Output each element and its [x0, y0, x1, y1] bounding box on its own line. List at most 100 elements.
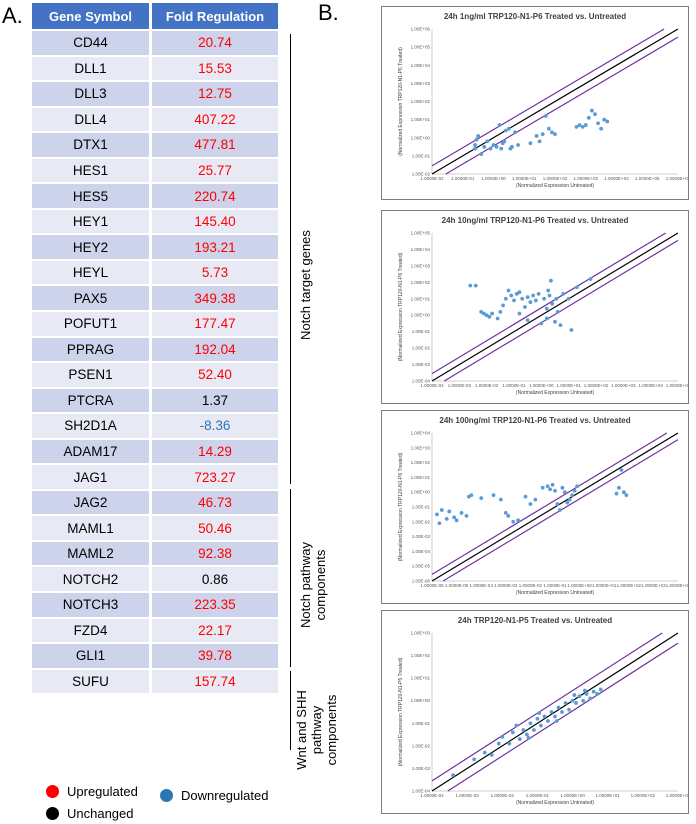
data-point: [469, 493, 474, 498]
gene-symbol-cell: FZD4: [32, 616, 149, 643]
data-point: [567, 497, 572, 502]
y-axis-label: (Normalized Expression TRP120-N1-P6 Trea…: [398, 252, 404, 361]
table-row: PSEN1 52.40: [32, 361, 278, 387]
table-row: CD44 20.74: [32, 29, 278, 55]
gene-symbol-cell: PAX5: [32, 284, 149, 311]
data-point: [487, 314, 492, 319]
data-point: [539, 321, 544, 326]
upper-threshold-line: [431, 632, 663, 782]
scatter-plot-3: 24h 100ng/ml TRP120-N1-P6 Treated vs. Un…: [381, 410, 689, 604]
data-point: [569, 328, 574, 332]
identity-line: [431, 28, 679, 175]
y-tick-label: 1.00E+01: [411, 117, 431, 122]
y-tick-label: 1.00E+04: [411, 431, 431, 436]
group-label-wnt-shh-line-1: Wnt and SHH: [294, 690, 309, 770]
gene-symbol-cell: DLL1: [32, 54, 149, 81]
data-point: [599, 126, 604, 131]
data-point: [588, 696, 593, 701]
table-header: Gene Symbol Fold Regulation: [32, 3, 278, 29]
table-row: PTCRA 1.37: [32, 386, 278, 413]
y-tick-label: 1.00E+00: [411, 490, 431, 495]
data-point: [598, 687, 603, 692]
y-tick-label: 1.00E+05: [411, 45, 431, 50]
data-point: [535, 716, 540, 721]
plot-1-title: 24h 1ng/ml TRP120-N1-P6 Treated vs. Untr…: [443, 12, 627, 21]
table-row: FZD4 22.17: [32, 616, 278, 643]
x-tick-label: 1.0000E+04: [604, 176, 629, 181]
data-point: [503, 511, 508, 515]
data-point: [596, 121, 600, 126]
data-point: [617, 485, 621, 490]
data-point: [444, 516, 449, 521]
y-tick-label: 1.00E+03: [411, 631, 431, 636]
gene-symbol-cell: MAML1: [32, 514, 149, 540]
plot-4-title: 24h TRP120-N1-P5 Treated vs. Untreated: [457, 616, 613, 625]
gene-symbol-cell: DLL3: [32, 80, 149, 106]
table-row: PAX5 349.38: [32, 284, 278, 311]
upper-threshold-line: [431, 432, 668, 575]
data-point: [482, 144, 487, 149]
data-point: [472, 757, 477, 762]
legend-unchanged-dot: [46, 807, 59, 820]
data-point: [507, 741, 512, 746]
table-row: NOTCH2 0.86: [32, 565, 278, 592]
data-point: [614, 491, 619, 496]
legend-up-label: Upregulated: [67, 784, 138, 799]
fold-regulation-cell: 723.27: [152, 463, 278, 489]
data-point: [593, 112, 597, 117]
data-point: [542, 714, 547, 719]
x-tick-label: 1.0000E+00: [481, 176, 506, 181]
data-point: [474, 137, 479, 142]
data-point: [588, 277, 593, 281]
table-row: SH2D1A -8.36: [32, 412, 278, 438]
fold-regulation-cell: -8.36: [152, 412, 278, 438]
gene-symbol-cell: MAML2: [32, 539, 149, 566]
x-tick-label: 1.0000E+01: [596, 793, 621, 798]
data-point: [490, 311, 495, 316]
x-tick-label: 1.0000E+00: [560, 793, 585, 798]
data-point: [553, 319, 557, 324]
x-tick-label: 1.0000E-02: [491, 793, 515, 798]
data-point: [548, 487, 552, 492]
data-point: [556, 705, 561, 710]
x-tick-label: 1.0000E-01: [451, 176, 475, 181]
x-tick-label: 1.0000E-02: [475, 383, 499, 388]
x-axis-label: (Normalized Expression Untreated): [516, 183, 594, 189]
fold-regulation-cell: 39.78: [152, 642, 278, 668]
fold-regulation-cell: 46.73: [152, 488, 278, 515]
data-point: [511, 519, 516, 524]
data-point: [540, 132, 545, 137]
y-tick-label: 1.00E-06: [412, 579, 431, 584]
x-tick-label: 1.0000E+03: [611, 383, 636, 388]
y-tick-label: 1.00E-01: [412, 721, 431, 726]
plot-3-svg: 1.0000E-06 1.0000E-05 1.0000E-04 1.0000E-03…: [398, 431, 688, 597]
x-axis-label: (Normalized Expression Untreated): [516, 800, 594, 806]
y-tick-label: 1.00E+02: [411, 99, 431, 104]
x-tick-label: 1.0000E-01: [502, 383, 526, 388]
group-label-wnt-shh-line-2: pathway: [309, 705, 324, 755]
data-point: [546, 288, 551, 293]
gene-symbol-cell: NOTCH2: [32, 565, 149, 592]
data-point: [560, 485, 565, 490]
data-point: [517, 737, 522, 741]
fold-regulation-cell: 92.38: [152, 539, 278, 566]
x-tick-label: 1.0000E-04: [420, 383, 444, 388]
data-point: [574, 124, 579, 129]
gene-symbol-cell: PSEN1: [32, 361, 149, 387]
y-axis-label: (Normalized Expression TRP120-N1-P6 Trea…: [398, 452, 404, 561]
table-row: DLL1 15.53: [32, 54, 278, 81]
y-tick-label: 1.00E+01: [411, 296, 431, 301]
data-point: [533, 497, 538, 502]
data-point: [567, 707, 571, 712]
table-row: MAML1 50.46: [32, 514, 278, 540]
y-tick-label: 1.00E-03: [412, 766, 431, 771]
data-point: [544, 316, 549, 321]
y-tick-label: 1.00E-03: [412, 534, 431, 539]
table-row: DLL3 12.75: [32, 80, 278, 106]
y-tick-label: 1.00E+04: [411, 247, 431, 252]
identity-line: [431, 432, 679, 582]
fold-regulation-cell: 14.29: [152, 437, 278, 464]
lower-threshold-line: [445, 36, 679, 175]
legend-unchanged: Unchanged: [46, 806, 134, 821]
header-fold-regulation: Fold Regulation: [152, 3, 278, 29]
